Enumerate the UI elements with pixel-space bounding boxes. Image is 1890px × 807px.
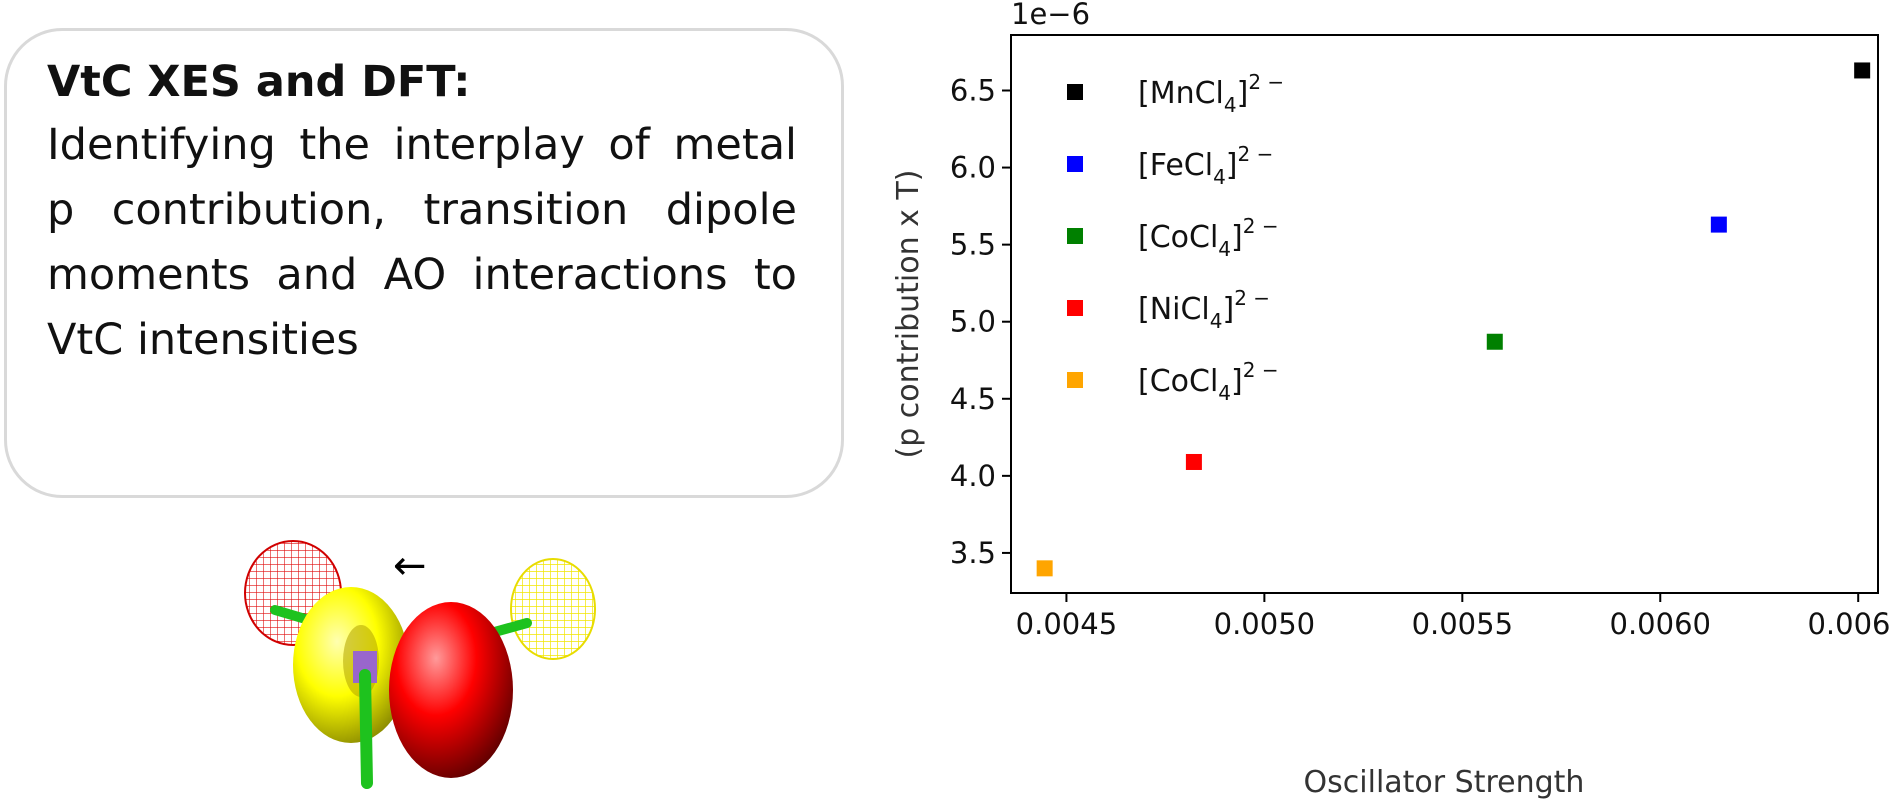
y-tick-label: 3.5 [950, 536, 996, 570]
x-tick-label: 0.0050 [1214, 607, 1315, 641]
y-multiplier-label: 1e−6 [1011, 0, 1090, 31]
summary-panel: VtC XES and DFT: Identifying the interpl… [4, 28, 844, 498]
x-axis: 0.0045 0.0050 0.0055 0.0060 0.0065 [1016, 593, 1890, 641]
data-point [1854, 62, 1871, 79]
red-solid-lobe [389, 602, 513, 778]
legend-marker [1067, 84, 1083, 100]
data-point [1486, 333, 1503, 350]
legend: [MnCl4]2 − [FeCl4]2 − [CoCl4]2 − [NiCl4]2 −… [1067, 70, 1284, 405]
yellow-mesh-lobe [510, 558, 596, 660]
data-point [1185, 453, 1202, 470]
orbital-illustration: ← [244, 540, 596, 789]
y-tick-label: 6.5 [950, 73, 996, 107]
data-points [1036, 62, 1871, 577]
y-tick-label: 6.0 [950, 151, 996, 185]
y-tick-label: 4.0 [950, 459, 996, 493]
panel-body: Identifying the interplay of metal p con… [47, 120, 797, 365]
direction-arrow-icon: ← [393, 543, 427, 589]
x-axis-label: Oscillator Strength [1304, 765, 1585, 800]
x-tick-label: 0.0060 [1610, 607, 1711, 641]
y-tick-label: 5.0 [950, 305, 996, 339]
x-tick-label: 0.0045 [1016, 607, 1117, 641]
y-axis-label: (p contribution x T) [891, 170, 926, 459]
data-point [1710, 216, 1727, 233]
y-axis: 3.5 4.0 4.5 5.0 5.5 6.0 6.5 [950, 73, 1011, 570]
x-tick-label: 0.0055 [1412, 607, 1513, 641]
legend-marker [1067, 372, 1083, 388]
panel-title: VtC XES and DFT: [47, 57, 471, 107]
y-tick-label: 4.5 [950, 382, 996, 416]
data-point [1036, 560, 1053, 577]
legend-marker [1067, 156, 1083, 172]
x-tick-label: 0.0065 [1807, 607, 1890, 641]
legend-label: [CoCl4]2 − [1138, 214, 1279, 261]
legend-marker [1067, 228, 1083, 244]
legend-marker [1067, 300, 1083, 316]
legend-label: [NiCl4]2 − [1138, 286, 1270, 333]
legend-label: [FeCl4]2 − [1138, 142, 1273, 189]
y-tick-label: 5.5 [950, 228, 996, 262]
scatter-chart: 1e−6 0.0045 0.0050 0.0055 0.0060 0.0065 3.5 4… [891, 0, 1890, 800]
plot-area [1010, 34, 1879, 594]
legend-label: [CoCl4]2 − [1138, 358, 1279, 405]
legend-label: [MnCl4]2 − [1138, 70, 1284, 117]
